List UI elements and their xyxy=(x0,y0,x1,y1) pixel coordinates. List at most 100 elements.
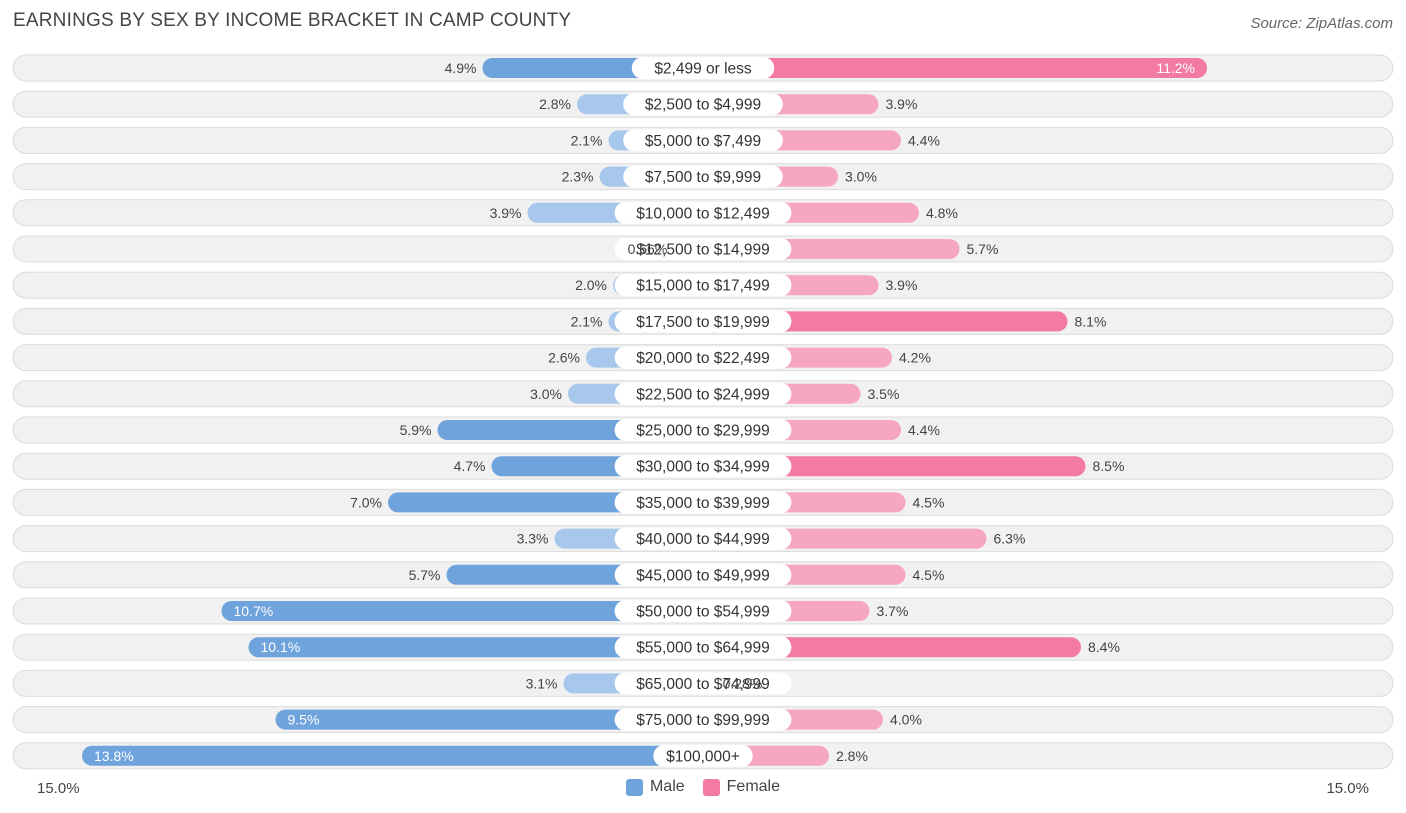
category-label-bg xyxy=(614,382,792,405)
female-value-label: 0.28% xyxy=(723,675,763,691)
male-value-label: 2.1% xyxy=(571,313,603,329)
male-value-label: 2.8% xyxy=(539,96,571,112)
male-value-label: 0.66% xyxy=(628,241,668,257)
male-value-label: 5.7% xyxy=(409,567,441,583)
female-value-label: 11.2% xyxy=(1156,60,1195,76)
axis-left-label: 15.0% xyxy=(37,780,80,797)
male-value-label: 3.9% xyxy=(490,205,522,221)
female-value-label: 4.4% xyxy=(908,132,940,148)
category-label: $22,500 to $24,999 xyxy=(636,386,770,403)
male-value-label: 10.1% xyxy=(261,639,301,655)
male-value-label: 5.9% xyxy=(400,422,432,438)
male-value-label: 10.7% xyxy=(234,603,274,619)
category-label: $40,000 to $44,999 xyxy=(636,531,770,548)
female-swatch xyxy=(702,778,720,796)
female-value-label: 4.5% xyxy=(913,567,945,583)
category-label: $50,000 to $54,999 xyxy=(636,604,770,621)
category-label-bg xyxy=(631,57,775,79)
male-swatch xyxy=(625,778,643,796)
category-label-bg xyxy=(653,744,753,767)
male-value-label: 13.8% xyxy=(94,748,134,764)
chart-title: EARNINGS BY SEX BY INCOME BRACKET IN CAM… xyxy=(13,10,572,31)
male-value-label: 2.1% xyxy=(571,132,603,148)
male-value-label: 2.0% xyxy=(575,277,607,293)
male-bar xyxy=(82,745,703,766)
category-label-bg xyxy=(614,346,792,369)
category-label-bg xyxy=(614,238,792,260)
legend-male-label: Male xyxy=(649,778,685,795)
category-label: $17,500 to $19,999 xyxy=(636,314,770,331)
category-label-bg xyxy=(623,129,783,152)
female-value-label: 6.3% xyxy=(994,531,1026,547)
category-label-bg xyxy=(614,708,792,731)
category-label: $55,000 to $64,999 xyxy=(636,640,770,657)
category-label-bg xyxy=(614,672,792,695)
male-value-label: 2.6% xyxy=(548,350,580,366)
female-value-label: 4.8% xyxy=(926,205,958,221)
male-value-label: 3.3% xyxy=(517,531,549,547)
category-label: $12,500 to $14,999 xyxy=(636,242,770,259)
female-value-label: 4.0% xyxy=(890,712,922,728)
legend-female-label: Female xyxy=(726,778,781,795)
male-bar xyxy=(275,709,703,730)
category-label-bg xyxy=(614,600,792,622)
category-label: $25,000 to $29,999 xyxy=(636,423,770,440)
female-value-label: 8.4% xyxy=(1088,639,1120,655)
female-value-label: 4.2% xyxy=(899,350,931,366)
category-label: $75,000 to $99,999 xyxy=(636,712,770,729)
female-value-label: 5.7% xyxy=(967,241,999,257)
category-label-bg xyxy=(614,527,792,550)
category-label-bg xyxy=(614,310,792,333)
category-label: $65,000 to $74,999 xyxy=(636,676,770,693)
male-value-label: 7.0% xyxy=(350,494,382,510)
female-value-label: 4.4% xyxy=(908,422,940,438)
category-label: $15,000 to $17,499 xyxy=(636,278,770,295)
diverging-bar-chart: $2,499 or less 4.9% 11.2% $2,500 to $4,999 2… xyxy=(12,54,1394,770)
female-value-label: 8.1% xyxy=(1075,313,1107,329)
male-value-label: 4.7% xyxy=(454,458,486,474)
male-value-label: 3.0% xyxy=(530,386,562,402)
category-label-bg xyxy=(614,636,792,659)
female-bar xyxy=(703,311,1068,332)
category-label-bg xyxy=(614,455,792,478)
category-label: $30,000 to $34,999 xyxy=(636,459,770,476)
category-label-bg xyxy=(614,491,792,514)
female-value-label: 3.9% xyxy=(886,96,918,112)
legend: Male Female xyxy=(0,778,1406,796)
female-value-label: 8.5% xyxy=(1093,458,1125,474)
male-value-label: 4.9% xyxy=(445,60,477,76)
category-label-bg xyxy=(614,201,792,224)
category-label: $7,500 to $9,999 xyxy=(645,169,761,186)
category-label: $10,000 to $12,499 xyxy=(636,205,770,222)
male-value-label: 2.3% xyxy=(562,169,594,185)
male-bar xyxy=(221,601,703,621)
legend-item-male[interactable]: Male xyxy=(625,778,685,796)
female-bar xyxy=(703,456,1086,477)
female-value-label: 3.9% xyxy=(886,277,918,293)
male-value-label: 9.5% xyxy=(288,712,320,728)
female-bar xyxy=(703,637,1081,658)
category-label: $45,000 to $49,999 xyxy=(636,567,770,584)
category-label-bg xyxy=(614,419,792,441)
source-credit: Source: ZipAtlas.com xyxy=(1250,15,1393,32)
male-bar xyxy=(248,637,703,658)
female-value-label: 3.0% xyxy=(845,169,877,185)
male-value-label: 3.1% xyxy=(526,675,558,691)
female-value-label: 3.5% xyxy=(868,386,900,402)
category-label: $2,500 to $4,999 xyxy=(645,97,761,114)
category-label-bg xyxy=(623,165,783,188)
category-label-bg xyxy=(623,93,783,116)
female-bar xyxy=(703,58,1207,78)
category-label: $35,000 to $39,999 xyxy=(636,495,770,512)
category-label: $2,499 or less xyxy=(654,61,752,78)
category-label: $100,000+ xyxy=(666,748,740,765)
axis-right-label: 15.0% xyxy=(1326,780,1369,797)
category-label-bg xyxy=(614,274,792,297)
female-value-label: 4.5% xyxy=(913,494,945,510)
legend-item-female[interactable]: Female xyxy=(702,778,781,796)
female-value-label: 2.8% xyxy=(836,748,868,764)
female-value-label: 3.7% xyxy=(877,603,909,619)
category-label: $20,000 to $22,499 xyxy=(636,350,770,367)
category-label-bg xyxy=(614,563,792,586)
category-label: $5,000 to $7,499 xyxy=(645,133,761,150)
